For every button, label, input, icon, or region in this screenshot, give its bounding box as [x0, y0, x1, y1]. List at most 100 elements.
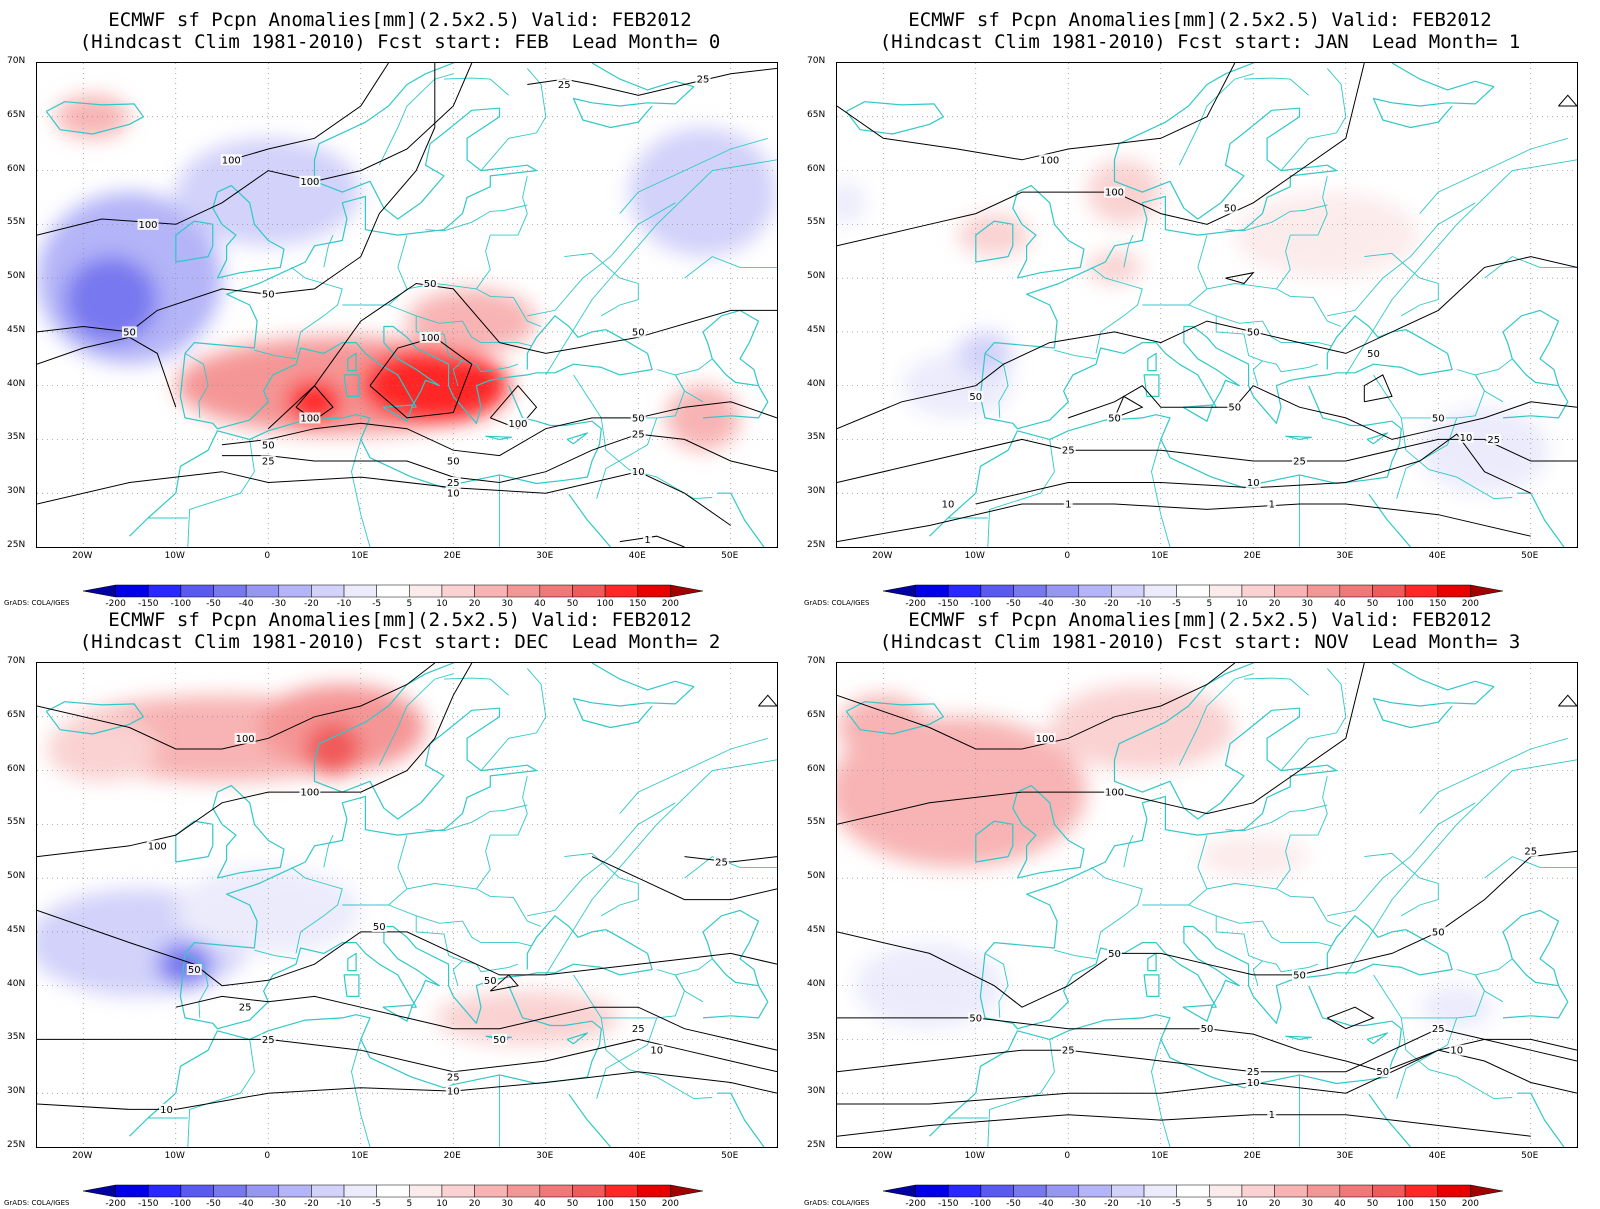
- country-border: [674, 358, 713, 403]
- coastline: [347, 952, 357, 972]
- colorbar-label: -40: [1038, 599, 1054, 609]
- colorbar-swatch: [980, 584, 1014, 598]
- panel-title: ECMWF sf Pcpn Anomalies[mm](2.5x2.5) Val…: [908, 609, 1492, 631]
- coastline: [929, 385, 1402, 537]
- panel-subtitle: (Hindcast Clim 1981-2010) Fcst start: NO…: [879, 631, 1521, 653]
- panel-subtitle: (Hindcast Clim 1981-2010) Fcst start: DE…: [79, 631, 721, 653]
- longitude-label: 30E: [536, 1151, 554, 1161]
- coastline: [1516, 1092, 1577, 1147]
- coastline: [975, 820, 1014, 863]
- contour-label: 10: [1450, 1046, 1463, 1057]
- contour-label: 25: [1293, 456, 1306, 467]
- longitude-label: 20E: [1243, 1151, 1261, 1161]
- contour-line: [37, 1071, 777, 1110]
- contour-label: 50: [1108, 413, 1121, 424]
- longitude-label: 30E: [1336, 551, 1354, 561]
- contour-line: [369, 336, 473, 419]
- coastline: [568, 493, 611, 547]
- colorbar-swatch: [882, 584, 916, 598]
- contour-label: 100: [508, 419, 527, 430]
- longitude-label: 20W: [72, 1151, 93, 1161]
- contour-labels: 100 100 100 50 50 50 50 25 25 25 10 25 10 25 10: [146, 732, 729, 1116]
- contour-label: 100: [236, 734, 255, 745]
- country-border: [1142, 234, 1208, 306]
- country-border: [1054, 949, 1097, 960]
- longitude-label: 40E: [1428, 551, 1446, 561]
- country-border: [987, 1039, 1055, 1147]
- country-border: [1188, 304, 1333, 347]
- country-border: [1091, 267, 1143, 354]
- coastline: [212, 184, 285, 279]
- longitude-label: 10E: [351, 1151, 369, 1161]
- coastline: [1516, 492, 1577, 547]
- colorbar-label: 200: [1461, 599, 1479, 609]
- colorbar-label: -20: [304, 599, 319, 609]
- contour-label: 25: [262, 1035, 275, 1046]
- colorbar-label: -5: [372, 599, 382, 609]
- coastline: [343, 374, 360, 397]
- colorbar-swatch: [1013, 584, 1047, 598]
- colorbar-label: 100: [596, 599, 614, 609]
- colorbar-label: -200: [105, 599, 126, 609]
- country-borders: [948, 68, 1577, 547]
- colorbar-swatch: [1111, 1184, 1145, 1198]
- coastline: [1182, 1004, 1214, 1022]
- colorbar-label: -20: [1104, 599, 1119, 609]
- contour-label: 100: [222, 155, 241, 166]
- latitude-label: 30N: [7, 1086, 26, 1097]
- contour-label: 50: [484, 976, 497, 987]
- colorbar-swatch: [670, 1184, 704, 1198]
- contour-label: 10: [942, 499, 955, 510]
- contour-line: [1114, 395, 1144, 419]
- colorbar-label: -200: [905, 599, 926, 609]
- country-border: [1151, 439, 1171, 547]
- contour-label: 25: [1062, 446, 1075, 457]
- colorbar-label: -30: [1071, 599, 1087, 609]
- coastline: [572, 63, 695, 129]
- country-border: [1123, 234, 1134, 268]
- longitude-label: 0: [1064, 1151, 1071, 1161]
- colorbar-swatch: [441, 584, 475, 598]
- colorbar-swatch: [180, 1184, 214, 1198]
- colorbar-label: 10: [1236, 599, 1248, 609]
- latitude-label: 45N: [7, 324, 26, 335]
- contour-line: [837, 1114, 1531, 1137]
- latitude-label: 40N: [7, 378, 26, 389]
- colorbar-swatch: [1241, 584, 1275, 598]
- contour-line: [1327, 1006, 1375, 1030]
- latitude-label: 25N: [7, 540, 26, 550]
- coastline: [1182, 404, 1214, 422]
- anomaly-region: [837, 181, 865, 225]
- colorbar-swatch: [604, 1184, 638, 1198]
- coastline: [568, 1093, 611, 1147]
- contour-label: 25: [1062, 1046, 1075, 1057]
- coastline: [979, 315, 1453, 430]
- contour-label: 50: [123, 327, 136, 338]
- contour-label: 25: [1247, 1067, 1260, 1078]
- contour-label: 50: [1367, 349, 1380, 360]
- country-border: [564, 852, 639, 917]
- contour-label: 50: [373, 922, 386, 933]
- longitude-label: 40E: [628, 551, 646, 561]
- colorbar-swatch: [1306, 584, 1341, 598]
- country-border: [443, 677, 509, 696]
- colorbar-swatch: [409, 1184, 443, 1198]
- longitude-label: 0: [264, 551, 271, 561]
- map-area: 100 100 50 50 50 50 50 50 50 25 25 25 10 10 10 1 1: [836, 62, 1578, 548]
- country-border: [1419, 137, 1568, 214]
- latitude-label: 70N: [807, 56, 826, 66]
- coastline: [845, 701, 945, 735]
- longitude-label: 30E: [536, 551, 554, 561]
- country-border: [545, 159, 777, 376]
- country-border: [351, 439, 371, 547]
- country-border: [1419, 737, 1568, 814]
- country-border: [674, 958, 713, 1003]
- contour-label: 50: [262, 290, 275, 301]
- colorbar-swatch: [278, 584, 312, 598]
- country-border: [1252, 960, 1263, 986]
- contour-label: 100: [148, 841, 167, 852]
- contour-line: [591, 856, 777, 901]
- country-border: [1484, 256, 1577, 279]
- colorbar-swatch: [441, 1184, 475, 1198]
- country-border: [984, 353, 1009, 418]
